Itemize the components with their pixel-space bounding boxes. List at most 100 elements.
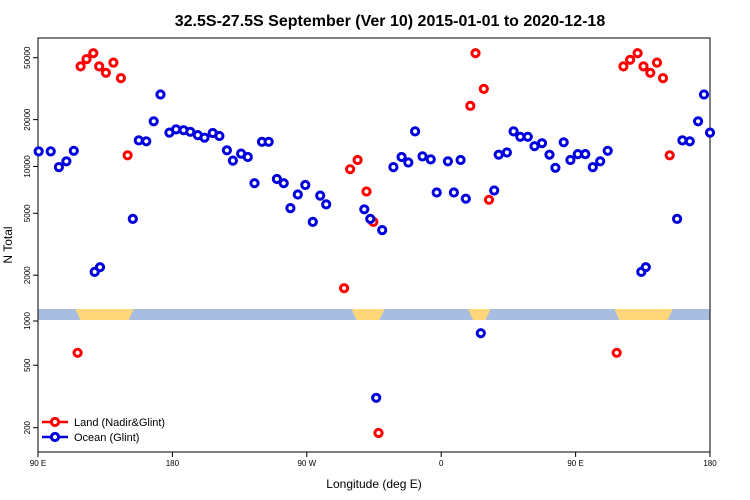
- ocean-point: [68, 145, 79, 156]
- ocean-point: [45, 146, 56, 157]
- x-tick-label: 90 E: [30, 459, 46, 468]
- ocean-point: [263, 136, 274, 147]
- ocean-point: [595, 156, 606, 167]
- land-point: [72, 347, 83, 358]
- ocean-point: [417, 151, 428, 162]
- x-tick-label: 0: [439, 459, 444, 468]
- land-point: [361, 186, 372, 197]
- ocean-point: [271, 173, 282, 185]
- ocean-point: [489, 185, 500, 196]
- land-point: [75, 61, 86, 72]
- x-tick-label: 90 W: [297, 459, 316, 468]
- y-tick-label: 5000: [23, 204, 32, 222]
- ocean-point: [460, 193, 471, 204]
- land-point: [625, 54, 636, 65]
- ocean-point: [448, 187, 459, 198]
- land-point: [339, 283, 350, 294]
- ocean-point: [242, 151, 253, 163]
- land-point: [108, 57, 119, 68]
- ocean-point: [33, 146, 44, 157]
- land-ocean-band: [38, 309, 710, 320]
- land-point: [465, 100, 476, 112]
- land-point: [657, 73, 669, 84]
- ocean-point: [403, 157, 414, 168]
- ocean-point: [61, 156, 72, 167]
- ocean-point: [53, 162, 65, 173]
- ocean-point: [493, 149, 504, 160]
- ocean-point: [431, 187, 442, 198]
- legend-land-label: Land (Nadir&Glint): [74, 417, 165, 429]
- y-tick-label: 500: [23, 358, 32, 372]
- y-tick-label: 50000: [23, 46, 32, 69]
- ocean-point: [359, 204, 370, 215]
- y-tick-label: 20000: [23, 108, 32, 131]
- ocean-point: [321, 199, 332, 210]
- x-axis-title: Longitude (deg E): [326, 477, 421, 491]
- ocean-point: [704, 127, 716, 138]
- land-point: [611, 347, 622, 358]
- legend: Land (Nadir&Glint) Ocean (Glint): [42, 416, 165, 444]
- y-tick-label: 10000: [23, 155, 32, 178]
- land-point: [373, 427, 384, 439]
- ocean-point: [672, 213, 683, 224]
- ocean-point: [684, 136, 695, 147]
- ocean-point: [536, 138, 548, 149]
- ocean-point: [377, 225, 388, 236]
- ocean-point: [442, 156, 453, 167]
- ocean-point: [475, 328, 486, 339]
- ocean-point: [365, 213, 376, 224]
- ocean-point: [698, 89, 710, 100]
- ocean-point: [522, 131, 533, 142]
- land-point: [618, 61, 629, 72]
- y-tick-label: 200: [23, 420, 32, 434]
- ocean-point: [300, 179, 311, 191]
- x-tick-label: 180: [166, 459, 180, 468]
- ocean-point: [640, 262, 651, 273]
- land-point: [352, 154, 363, 166]
- data-points: [33, 48, 716, 439]
- land-point: [100, 67, 112, 78]
- land-point: [470, 48, 481, 59]
- ocean-point: [307, 216, 318, 227]
- ocean-point: [693, 116, 704, 127]
- ocean-point: [558, 137, 569, 148]
- ocean-point: [278, 178, 289, 189]
- ocean-point: [249, 178, 260, 189]
- ocean-point: [285, 203, 296, 214]
- legend-ocean-marker: [49, 431, 61, 443]
- ocean-point: [587, 162, 598, 173]
- ocean-point: [455, 154, 466, 166]
- land-band-segment-1: [351, 309, 385, 320]
- ocean-point: [580, 149, 591, 160]
- chart-title: 32.5S-27.5S September (Ver 10) 2015-01-0…: [175, 13, 606, 30]
- legend-land-marker: [49, 416, 61, 428]
- land-point: [345, 164, 356, 175]
- land-band-segment-2: [468, 309, 491, 320]
- land-point: [664, 150, 675, 161]
- y-axis-title: N Total: [1, 226, 15, 263]
- ocean-point: [199, 132, 210, 143]
- y-axis: 1000 2000 5000 10000 20000 50000 200 500: [23, 46, 38, 434]
- land-point: [645, 67, 656, 78]
- ocean-point: [508, 126, 519, 137]
- ocean-point: [214, 130, 225, 142]
- ocean-point: [565, 154, 576, 166]
- ocean-point: [141, 136, 152, 147]
- ocean-point: [396, 151, 407, 163]
- ocean-point: [501, 147, 512, 158]
- land-point: [122, 150, 133, 161]
- ocean-point: [185, 126, 196, 137]
- ocean-point: [292, 189, 303, 200]
- land-point: [651, 57, 663, 68]
- land-point: [632, 48, 643, 59]
- land-band-segment-3: [614, 309, 673, 320]
- series-land: [72, 48, 675, 439]
- y-tick-label: 2000: [23, 266, 32, 284]
- land-point: [638, 61, 649, 72]
- land-point: [478, 83, 489, 95]
- ocean-point: [544, 149, 555, 160]
- ocean-point: [155, 89, 166, 100]
- ocean-point: [602, 145, 613, 156]
- series-ocean: [33, 89, 716, 403]
